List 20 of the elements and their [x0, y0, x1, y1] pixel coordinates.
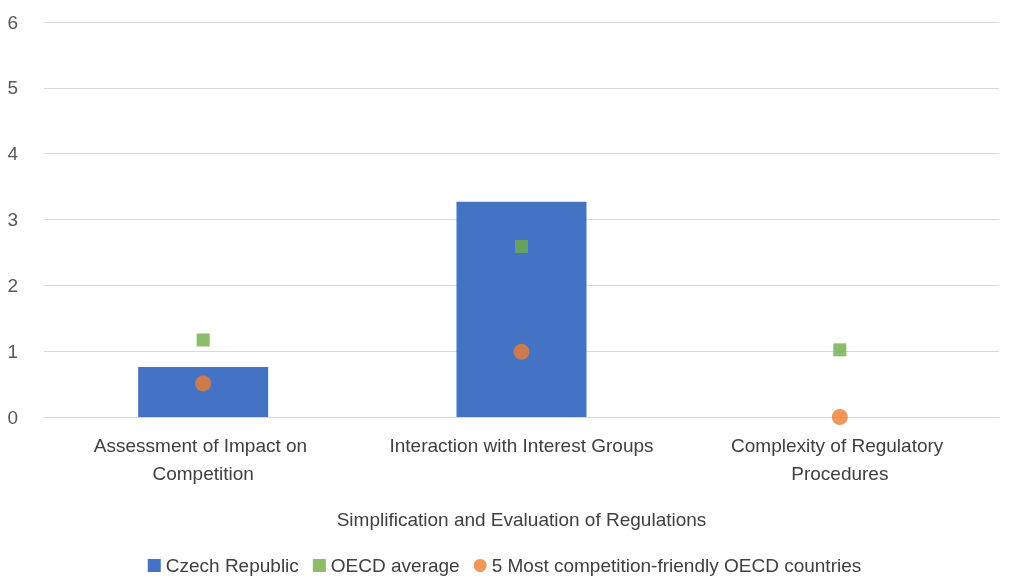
x-tick-label: Interaction with Interest Groups [389, 434, 654, 456]
point [195, 375, 212, 392]
y-tick-label: 1 [7, 340, 18, 362]
legend-label: Czech Republic [165, 555, 299, 576]
y-tick-label: 0 [7, 406, 18, 428]
y-tick-label: 5 [7, 77, 18, 99]
point [515, 239, 528, 253]
y-tick-label: 3 [7, 209, 18, 230]
y-tick-label: 2 [7, 274, 18, 296]
point [196, 333, 210, 347]
y-tick-label: 6 [7, 11, 18, 33]
point [513, 343, 530, 360]
x-tick-label: Assessment of Impact on Competition [93, 434, 313, 484]
point [833, 343, 847, 357]
legend-label: OECD average [330, 555, 460, 576]
x-axis-title: Simplification and Evaluation of Regulations [336, 509, 707, 530]
legend-label: 5 Most competition-friendly OECD countries [491, 555, 862, 576]
point [831, 409, 848, 425]
x-tick-label: Complexity of Regulatory Procedures [731, 434, 949, 484]
y-tick-label: 4 [7, 143, 19, 165]
